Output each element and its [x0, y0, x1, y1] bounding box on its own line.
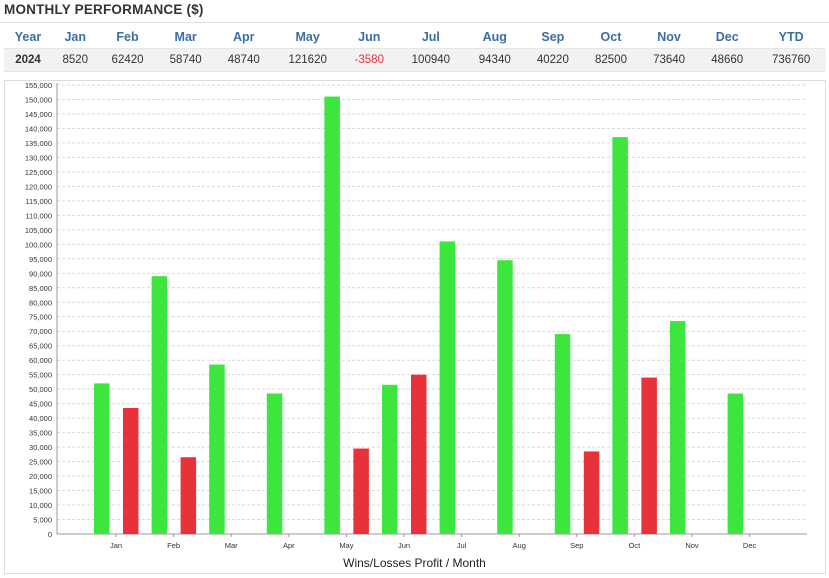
y-tick-label: 140,000: [25, 124, 52, 133]
x-tick-label: Nov: [685, 541, 699, 550]
column-header: Year: [4, 26, 52, 49]
y-tick-label: 45,000: [29, 400, 52, 409]
y-tick-label: 65,000: [29, 342, 52, 351]
win-bar: [727, 393, 744, 534]
loss-bar: [411, 374, 427, 534]
y-tick-label: 60,000: [29, 356, 52, 365]
x-tick-label: Dec: [743, 541, 757, 550]
month-value-cell: 48740: [214, 48, 273, 72]
x-tick-label: Mar: [225, 541, 238, 550]
win-bar: [151, 276, 168, 534]
y-tick-label: 125,000: [25, 168, 52, 177]
loss-bar: [353, 448, 369, 534]
win-bar: [497, 260, 513, 534]
year-cell: 2024: [4, 48, 52, 72]
month-value-cell: -3580: [342, 48, 396, 72]
x-tick-label: Aug: [513, 541, 526, 550]
month-value-cell: 40220: [523, 48, 582, 72]
month-value-cell: 94340: [465, 48, 524, 72]
loss-bar: [180, 457, 197, 534]
y-tick-label: 120,000: [25, 182, 52, 191]
column-header: Sep: [523, 26, 582, 49]
title-divider: [0, 22, 829, 23]
y-tick-label: 130,000: [25, 153, 52, 162]
loss-bar: [123, 407, 139, 534]
win-bar: [439, 241, 456, 534]
x-tick-label: May: [339, 541, 353, 550]
y-tick-label: 135,000: [25, 139, 52, 148]
month-value-cell: 62420: [98, 48, 157, 72]
table-row: 2024 8520 62420 58740 48740 121620 -3580…: [4, 48, 826, 72]
y-tick-label: 35,000: [29, 429, 52, 438]
win-bar: [209, 364, 225, 534]
x-axis-title: Wins/Losses Profit / Month: [343, 556, 486, 570]
month-value-cell: 73640: [640, 48, 699, 72]
y-tick-label: 85,000: [29, 284, 52, 293]
y-tick-label: 5,000: [33, 516, 52, 525]
month-value-cell: 8520: [52, 48, 99, 72]
y-tick-label: 145,000: [25, 110, 52, 119]
x-tick-label: Oct: [629, 541, 642, 550]
column-header: Apr: [214, 26, 273, 49]
column-header: Mar: [156, 26, 215, 49]
x-tick-label: Jan: [110, 541, 122, 550]
y-tick-label: 0: [48, 530, 52, 539]
win-bar: [612, 137, 628, 534]
page-title: MONTHLY PERFORMANCE ($): [4, 2, 204, 17]
column-header: Feb: [98, 26, 157, 49]
y-tick-label: 110,000: [25, 211, 52, 220]
x-tick-label: Jun: [398, 541, 410, 550]
win-bar: [670, 321, 686, 534]
column-header: Jul: [395, 26, 466, 49]
chart-frame: [4, 80, 826, 574]
column-header: Jan: [52, 26, 99, 49]
y-tick-label: 10,000: [29, 501, 52, 510]
y-tick-label: 70,000: [29, 327, 52, 336]
y-tick-label: 30,000: [29, 443, 52, 452]
y-tick-label: 90,000: [29, 269, 52, 278]
y-tick-label: 20,000: [29, 472, 52, 481]
column-header: Aug: [465, 26, 524, 49]
month-value-cell: 48660: [698, 48, 757, 72]
y-tick-label: 75,000: [29, 313, 52, 322]
column-header: Dec: [698, 26, 757, 49]
month-value-cell: 100940: [395, 48, 466, 72]
x-tick-label: Feb: [167, 541, 180, 550]
column-header: Oct: [581, 26, 641, 49]
win-bar: [94, 383, 110, 534]
y-tick-label: 55,000: [29, 371, 52, 380]
x-tick-label: Sep: [570, 541, 583, 550]
x-tick-label: Apr: [283, 541, 295, 550]
performance-table: Year Jan Feb Mar Apr May Jun Jul Aug Sep…: [4, 26, 826, 72]
month-value-cell: 58740: [156, 48, 215, 72]
y-tick-label: 95,000: [29, 255, 52, 264]
y-tick-label: 40,000: [29, 414, 52, 423]
y-tick-label: 25,000: [29, 458, 52, 467]
y-tick-label: 100,000: [25, 240, 52, 249]
column-header: May: [272, 26, 343, 49]
table-header-row: Year Jan Feb Mar Apr May Jun Jul Aug Sep…: [4, 26, 826, 49]
y-tick-label: 105,000: [25, 226, 52, 235]
loss-bar: [641, 377, 657, 534]
ytd-value-cell: 736760: [756, 48, 826, 72]
win-bar: [324, 96, 340, 534]
y-tick-label: 50,000: [29, 385, 52, 394]
y-tick-label: 15,000: [29, 487, 52, 496]
win-bar: [382, 384, 398, 534]
y-tick-label: 150,000: [25, 95, 52, 104]
month-value-cell: 121620: [272, 48, 343, 72]
x-tick-label: Jul: [457, 541, 467, 550]
column-header: YTD: [756, 26, 826, 49]
win-bar: [266, 393, 283, 534]
column-header: Jun: [342, 26, 396, 49]
y-tick-label: 80,000: [29, 298, 52, 307]
column-header: Nov: [640, 26, 699, 49]
y-tick-label: 155,000: [25, 81, 52, 90]
loss-bar: [583, 451, 600, 534]
win-bar: [554, 334, 571, 534]
month-value-cell: 82500: [581, 48, 641, 72]
y-tick-label: 115,000: [25, 197, 52, 206]
